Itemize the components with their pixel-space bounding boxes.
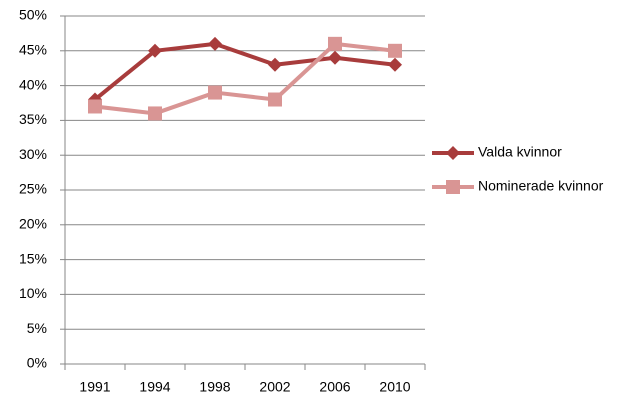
series-line xyxy=(93,41,396,102)
y-tick-label: 40% xyxy=(19,76,47,92)
legend-label: Valda kvinnor xyxy=(478,144,562,160)
legend-marker xyxy=(446,146,460,160)
data-point xyxy=(328,50,342,65)
data-point xyxy=(268,92,282,107)
x-tick-label: 2010 xyxy=(379,379,410,395)
y-tick-label: 45% xyxy=(19,42,47,58)
data-point xyxy=(268,57,282,72)
y-tick-label: 20% xyxy=(19,216,47,232)
x-tick-label: 1991 xyxy=(79,379,110,395)
x-tick-label: 2006 xyxy=(319,379,350,395)
y-tick-label: 25% xyxy=(19,181,47,197)
x-tick-label: 1994 xyxy=(139,379,170,395)
data-point xyxy=(208,85,222,100)
legend-marker xyxy=(446,180,460,194)
series-line xyxy=(94,41,396,116)
y-tick-label: 35% xyxy=(19,111,47,127)
data-point xyxy=(88,99,102,114)
x-tick-label: 1998 xyxy=(199,379,230,395)
y-tick-label: 0% xyxy=(27,355,47,371)
legend-label: Nominerade kvinnor xyxy=(478,178,604,194)
data-point xyxy=(388,57,402,72)
data-point xyxy=(148,43,162,58)
y-tick-label: 30% xyxy=(19,146,47,162)
data-point xyxy=(148,106,162,121)
y-tick-label: 5% xyxy=(27,320,47,336)
data-point xyxy=(328,36,342,51)
y-tick-label: 10% xyxy=(19,285,47,301)
y-tick-label: 15% xyxy=(19,250,47,266)
x-tick-label: 2002 xyxy=(259,379,290,395)
data-point xyxy=(208,36,222,51)
y-tick-label: 50% xyxy=(19,7,47,23)
data-point xyxy=(388,43,402,58)
